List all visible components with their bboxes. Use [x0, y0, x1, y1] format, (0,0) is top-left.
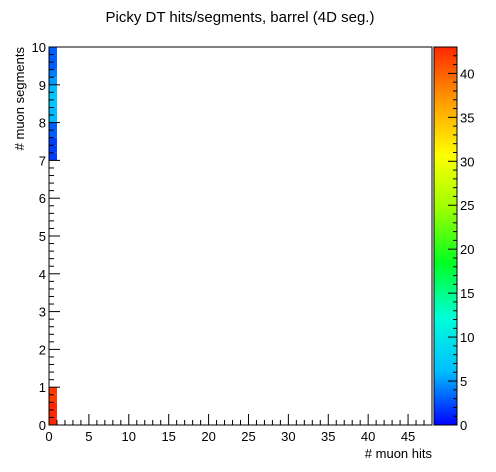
x-tick-label: 30: [281, 429, 295, 444]
x-tick-label: 15: [161, 429, 175, 444]
y-tick-label: 4: [39, 267, 46, 282]
x-tick-label: 5: [85, 429, 92, 444]
y-tick-label: 10: [32, 40, 46, 55]
heatmap-cell: [49, 115, 57, 123]
y-tick-label: 6: [39, 191, 46, 206]
heatmap-cell: [49, 47, 57, 55]
color-scale-bar: [433, 46, 458, 426]
x-tick-label: 25: [241, 429, 255, 444]
z-tick-label: 0: [460, 418, 467, 433]
z-tick-label: 20: [460, 242, 474, 257]
chart-title: Picky DT hits/segments, barrel (4D seg.): [106, 9, 375, 26]
z-tick-label: 30: [460, 154, 474, 169]
y-axis-label: # muon segments: [12, 47, 27, 151]
heatmap-cell: [49, 54, 57, 63]
heatmap-cell: [49, 84, 57, 93]
heatmap-cell: [49, 417, 57, 425]
y-tick-label: 1: [39, 380, 46, 395]
z-tick-label: 35: [460, 110, 474, 125]
x-tick-label: 0: [45, 429, 52, 444]
x-axis-label: # muon hits: [365, 446, 433, 461]
x-tick-label: 10: [122, 429, 136, 444]
y-tick-label: 3: [39, 305, 46, 320]
z-tick-label: 15: [460, 286, 474, 301]
heatmap-cell: [49, 69, 57, 78]
heatmap-cell: [49, 402, 57, 410]
y-axis-ticks: [49, 46, 60, 426]
plot-frame: [48, 46, 433, 426]
y-axis-tick-labels: 0 1 2 3 4 5 6 7 8 9 10: [32, 40, 46, 433]
heatmap-cell: [49, 137, 57, 146]
heatmap-cell: [49, 409, 57, 418]
y-tick-label: 5: [39, 229, 46, 244]
heatmap-cell: [49, 387, 57, 395]
heatmap-cell: [49, 394, 57, 403]
x-tick-label: 20: [201, 429, 215, 444]
color-scale-ticks: [448, 46, 457, 426]
heatmap-cell: [49, 99, 57, 108]
heatmap-cell: [49, 145, 57, 153]
heatmap-cell: [49, 62, 57, 70]
heatmap-cell: [49, 152, 57, 161]
z-tick-label: 25: [460, 198, 474, 213]
heatmap-cell: [49, 122, 57, 131]
y-tick-label: 9: [39, 78, 46, 93]
heatmap-cell: [49, 77, 57, 85]
y-tick-label: 7: [39, 153, 46, 168]
z-tick-label: 10: [460, 330, 474, 345]
z-tick-label: 5: [460, 374, 467, 389]
heatmap-cell: [49, 130, 57, 138]
x-tick-label: 35: [321, 429, 335, 444]
x-tick-label: 40: [361, 429, 375, 444]
x-axis-ticks: [48, 414, 433, 425]
x-axis-tick-labels: 0 5 10 15 20 25 30 35 40 45: [45, 429, 415, 444]
color-scale-tick-labels: 0 5 10 15 20 25 30 35 40: [460, 66, 474, 433]
y-tick-label: 0: [39, 418, 46, 433]
heatmap-cell: [49, 92, 57, 100]
z-tick-label: 40: [460, 66, 474, 81]
y-tick-label: 8: [39, 116, 46, 131]
y-tick-label: 2: [39, 342, 46, 357]
x-tick-label: 45: [401, 429, 415, 444]
heatmap-cell: [49, 107, 57, 116]
heatmap-cells: [49, 47, 57, 425]
